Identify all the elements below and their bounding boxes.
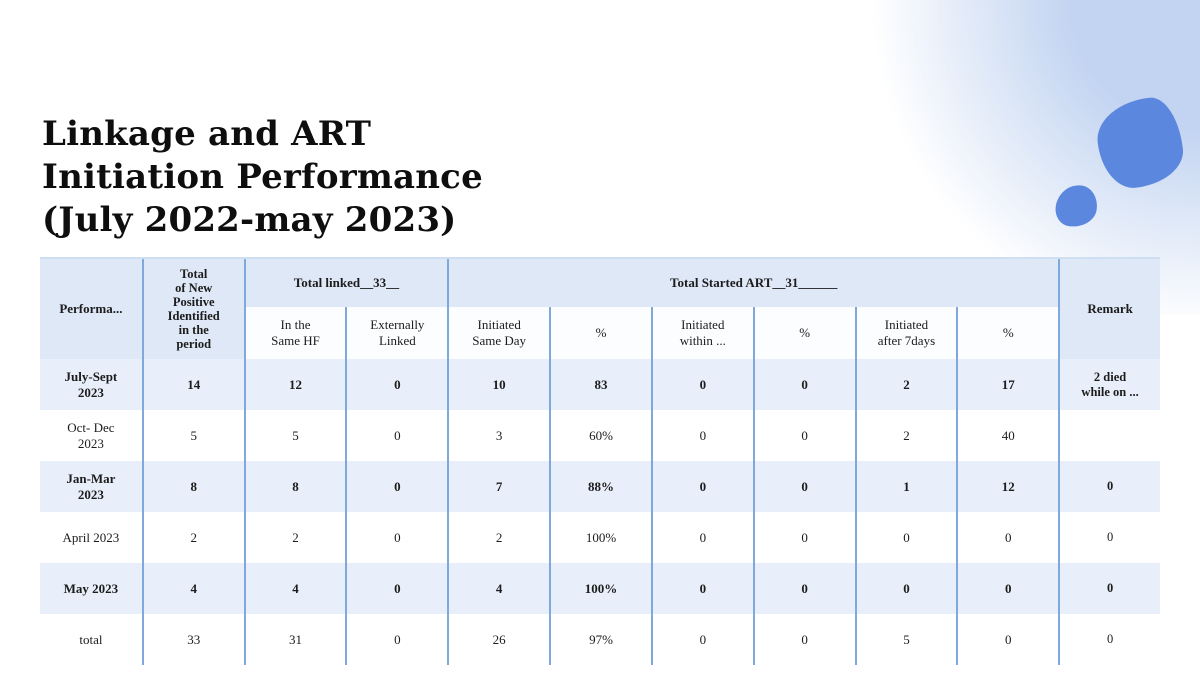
row-value-cell: 0 [345,614,447,665]
title-line-3: (July 2022-may 2023) [42,199,457,240]
row-value-cell: 100% [549,563,651,614]
row-value-cell: 0 [650,563,753,614]
row-value-cell: 0 [752,359,855,410]
row-value-cell: 1 [854,461,957,512]
row-value-cell: 31 [243,614,346,665]
row-value-cell: 0 [650,461,753,512]
row-value-cell: 2 [854,359,957,410]
header-total-linked-group: Total linked__33__ [243,259,448,307]
subheader-percent-2: % [752,307,855,359]
row-value-cell: 7 [447,461,550,512]
blob-small-decoration [1053,182,1100,230]
row-value-cell: 83 [549,359,651,410]
row-value-cell: 2 [243,512,346,563]
row-value-cell: 100% [549,512,651,563]
slide-title: Linkage and ART Initiation Performance (… [42,113,483,242]
subheader-percent-1: % [549,307,651,359]
row-value-cell: 0 [752,563,855,614]
row-value-cell: 0 [854,563,957,614]
row-value-cell: 0 [752,410,855,461]
row-value-cell: 0 [345,359,448,410]
row-remark-cell: 0 [1058,512,1160,563]
row-period-cell: May 2023 [40,563,142,614]
row-value-cell: 0 [345,410,447,461]
row-value-cell: 4 [447,563,550,614]
subheader-initiated-after-7days: Initiated after 7days [854,307,957,359]
row-remark-cell: 0 [1058,461,1160,512]
subheader-in-same-hf: In the Same HF [243,307,346,359]
row-period-cell: Jan-Mar 2023 [40,461,142,512]
row-value-cell: 0 [752,614,855,665]
row-value-cell: 12 [956,461,1059,512]
row-value-cell: 4 [243,563,346,614]
row-period-cell: April 2023 [62,529,120,545]
row-value-cell: 0 [650,614,753,665]
row-value-cell: 97% [549,614,651,665]
header-total-started-art-group: Total Started ART__31______ [447,259,1059,307]
header-performance-period: Performa... [40,259,142,359]
row-value-cell: 2 [447,512,549,563]
row-value-cell: 2 [141,512,244,563]
row-period-cell: July-Sept 2023 [40,359,142,410]
row-value-cell: 5 [854,614,957,665]
row-value-cell: 0 [956,563,1059,614]
row-value-cell: 88% [549,461,651,512]
row-value-cell: 4 [141,563,244,614]
header-remark: Remark [1058,259,1160,359]
header-total-new-positive: Total of New Positive Identified in the … [141,259,244,359]
row-remark-cell [1058,410,1160,461]
performance-table: Performa... Total of New Positive Identi… [40,257,1160,665]
subheader-initiated-within: Initiated within ... [650,307,753,359]
subheader-percent-3: % [956,307,1059,359]
row-remark-cell: 0 [1058,563,1160,614]
row-value-cell: 0 [956,512,1058,563]
row-value-cell: 0 [345,512,447,563]
row-value-cell: 0 [956,614,1058,665]
subheader-initiated-same-day: Initiated Same Day [447,307,550,359]
row-value-cell: 0 [345,461,448,512]
row-period-cell: total [79,631,103,647]
title-line-2: Initiation Performance [42,156,483,197]
row-value-cell: 26 [447,614,549,665]
row-value-cell: 8 [141,461,244,512]
row-value-cell: 0 [650,410,753,461]
row-value-cell: 3 [447,410,549,461]
row-remark-cell: 2 died while on ... [1058,359,1160,410]
row-value-cell: 0 [345,563,448,614]
row-value-cell: 5 [243,410,346,461]
row-value-cell: 0 [650,359,753,410]
row-value-cell: 0 [752,461,855,512]
row-value-cell: 14 [141,359,244,410]
blob-large-decoration [1093,94,1187,192]
row-value-cell: 0 [752,512,855,563]
row-value-cell: 12 [243,359,346,410]
row-value-cell: 10 [447,359,550,410]
row-period-cell: Oct- Dec 2023 [67,419,115,451]
row-value-cell: 0 [854,512,957,563]
row-value-cell: 0 [650,512,753,563]
row-value-cell: 17 [956,359,1059,410]
row-value-cell: 33 [141,614,244,665]
row-value-cell: 8 [243,461,346,512]
row-value-cell: 60% [549,410,651,461]
row-remark-cell: 0 [1058,614,1160,665]
row-value-cell: 5 [141,410,244,461]
row-value-cell: 2 [854,410,957,461]
row-value-cell: 40 [956,410,1058,461]
subheader-externally-linked: Externally Linked [345,307,448,359]
title-line-1: Linkage and ART [42,113,372,154]
